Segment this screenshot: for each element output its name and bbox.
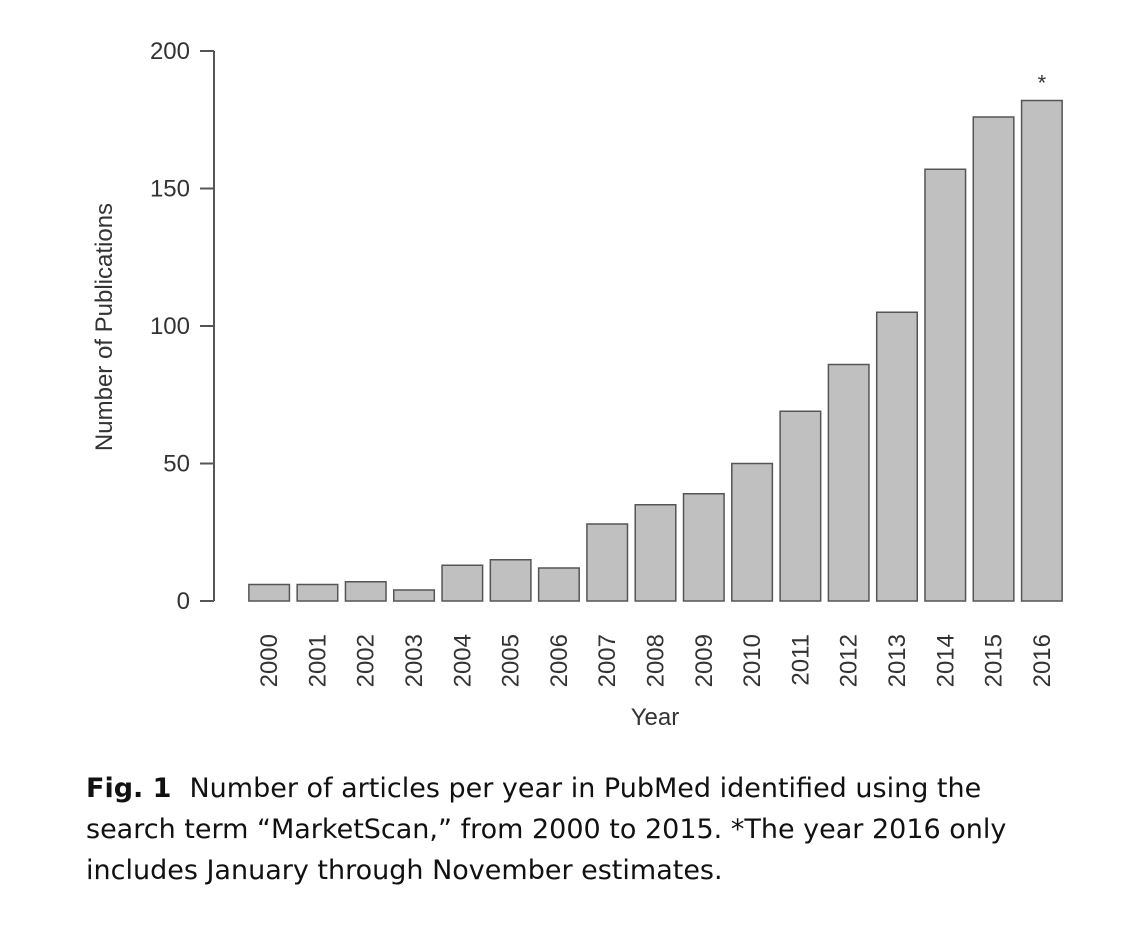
bar-2016 [1020,99,1063,602]
bar-2003 [392,589,436,602]
x-tick-label: 2007 [594,634,621,687]
bars: * [248,71,1063,602]
x-tick-label: 2004 [449,634,476,687]
bar-2001 [296,583,339,602]
x-tick-label: 2003 [401,634,428,687]
bar-annotation: * [1038,71,1047,96]
bar-2000 [248,583,291,602]
y-tick-label: 0 [177,588,190,615]
x-axis-title: Year [631,704,680,731]
bar-2004 [441,564,484,602]
y-axis-title: Number of Publications [91,203,118,451]
x-tick-label: 2000 [256,634,283,687]
figure-caption: Fig. 1 Number of articles per year in Pub… [86,768,1076,891]
x-tick-label: 2011 [787,634,814,686]
x-tick-label: 2014 [932,634,959,687]
x-tick-label: 2016 [1029,634,1056,687]
x-tick-label: 2009 [691,634,718,687]
x-tick-label: 2013 [884,634,911,687]
y-tick-label: 150 [150,176,190,203]
y-tick-label: 50 [163,451,190,478]
x-tick-label: 2010 [739,634,766,687]
y-tick-label: 100 [150,313,190,340]
bar-2015 [972,116,1015,602]
x-tick-label: 2005 [498,634,525,687]
x-tick-label: 2002 [353,634,380,687]
bar-2014 [924,168,967,602]
bar-2012 [827,363,870,602]
x-axis-labels: 2000 2001 2002 2003 2004 2005 2006 2007 2008 2009… [256,634,1056,687]
y-axis: 0 50 100 150 200 [150,38,215,615]
y-tick-label: 200 [150,38,190,65]
x-tick-label: 2015 [981,634,1008,687]
caption-text: Number of articles per year in PubMed id… [86,773,1007,886]
bar-2011 [779,410,822,602]
x-tick-label: 2012 [836,634,863,687]
bar-2007 [586,523,629,602]
bar-2008 [634,504,677,602]
bar-2009 [682,493,725,602]
bar-2002 [344,581,387,602]
x-tick-label: 2008 [643,634,670,687]
figure-label: Fig. 1 [86,773,172,804]
x-tick-label: 2006 [546,634,573,687]
bar-2013 [875,311,919,602]
bar-2005 [489,559,532,602]
bar-2006 [537,567,580,602]
bar-2010 [731,462,774,602]
x-tick-label: 2001 [304,634,331,687]
